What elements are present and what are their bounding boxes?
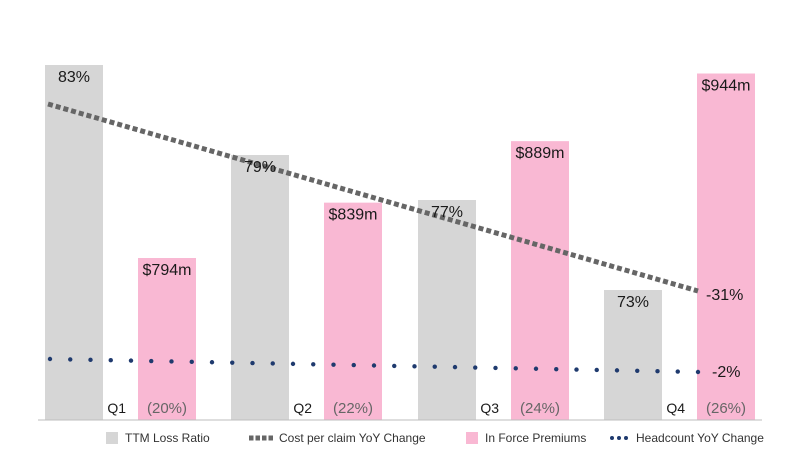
headcount-point bbox=[128, 358, 134, 363]
headcount-point bbox=[392, 363, 397, 369]
premium-label: $839m bbox=[329, 207, 378, 224]
loss-ratio-bar bbox=[231, 155, 289, 420]
headcount-point bbox=[614, 368, 620, 373]
premium-growth-label: (22%) bbox=[333, 400, 373, 417]
headcount-point bbox=[493, 365, 498, 371]
legend-swatch-cost-per-claim bbox=[262, 435, 267, 441]
headcount-point bbox=[412, 364, 417, 369]
headcount-point bbox=[250, 360, 255, 366]
headcount-point bbox=[594, 367, 599, 373]
loss-ratio-label: 79% bbox=[244, 159, 276, 176]
headcount-point bbox=[108, 358, 113, 363]
legend: TTM Loss Ratio Cost per claim YoY Change I… bbox=[106, 431, 764, 445]
cost-per-claim-end-label: -31% bbox=[706, 287, 743, 304]
premium-bar bbox=[697, 73, 755, 420]
headcount-point bbox=[574, 367, 579, 372]
headcount-point bbox=[189, 359, 194, 365]
loss-ratio-label: 83% bbox=[58, 69, 90, 86]
premium-label: $889m bbox=[516, 145, 565, 162]
headcount-point bbox=[513, 366, 518, 371]
headcount-point bbox=[554, 366, 559, 372]
legend-swatch-cost-per-claim bbox=[249, 435, 254, 441]
legend-swatch-loss-ratio bbox=[106, 432, 118, 444]
loss-ratio-label: 77% bbox=[431, 204, 463, 221]
headcount-point bbox=[68, 357, 73, 362]
category-label: Q1 bbox=[107, 400, 126, 416]
legend-swatch-cost-per-claim bbox=[268, 435, 273, 441]
headcount-point bbox=[351, 362, 356, 368]
headcount-point bbox=[149, 358, 154, 364]
legend-swatch-headcount bbox=[617, 436, 621, 440]
loss-ratio-bar bbox=[45, 65, 103, 420]
loss-ratio-bar bbox=[604, 290, 662, 420]
legend-label-headcount: Headcount YoY Change bbox=[636, 431, 764, 445]
headcount-point bbox=[473, 365, 478, 370]
loss-ratio-label: 73% bbox=[617, 294, 649, 311]
headcount-point bbox=[311, 362, 316, 367]
headcount-point bbox=[47, 356, 53, 362]
legend-swatch-headcount bbox=[610, 436, 614, 440]
headcount-point bbox=[270, 361, 275, 366]
category-label: Q4 bbox=[666, 400, 685, 416]
headcount-end-label: -2% bbox=[712, 364, 740, 381]
cost-per-claim-line bbox=[47, 101, 699, 294]
headcount-point bbox=[675, 369, 680, 374]
headcount-point bbox=[290, 361, 296, 367]
headcount-point bbox=[635, 368, 640, 373]
headcount-point bbox=[452, 364, 458, 370]
premium-label: $944m bbox=[702, 78, 751, 95]
loss-ratio-bar bbox=[418, 200, 476, 420]
headcount-point bbox=[432, 364, 437, 369]
premium-label: $794m bbox=[143, 262, 192, 279]
premium-growth-label: (24%) bbox=[520, 400, 560, 417]
premium-bar bbox=[324, 202, 382, 420]
lines-layer bbox=[47, 101, 701, 375]
legend-label-cost-per-claim: Cost per claim YoY Change bbox=[279, 431, 426, 445]
legend-swatch-headcount bbox=[624, 436, 628, 440]
headcount-point bbox=[230, 360, 235, 365]
category-label: Q3 bbox=[480, 400, 499, 416]
headcount-point bbox=[371, 363, 377, 368]
premium-bar bbox=[511, 141, 569, 420]
headcount-point bbox=[655, 368, 660, 374]
legend-swatch-premiums bbox=[466, 432, 478, 444]
labels-layer: 83% 79% 77% 73% $794m $839m $889m $944m Q1 Q2 Q3 Q4… bbox=[58, 69, 750, 417]
legend-label-loss-ratio: TTM Loss Ratio bbox=[125, 431, 210, 445]
headcount-point bbox=[331, 362, 336, 367]
headcount-point bbox=[695, 369, 701, 375]
legend-swatch-cost-per-claim bbox=[255, 435, 260, 441]
bars-layer bbox=[45, 65, 755, 420]
legend-label-premiums: In Force Premiums bbox=[485, 431, 586, 445]
headcount-point bbox=[533, 366, 539, 371]
premium-growth-label: (20%) bbox=[147, 400, 187, 417]
headcount-point bbox=[209, 360, 215, 365]
headcount-point bbox=[88, 357, 93, 363]
premium-growth-label: (26%) bbox=[706, 400, 746, 417]
category-label: Q2 bbox=[293, 400, 312, 416]
premium-bar bbox=[138, 258, 196, 420]
headcount-point bbox=[169, 359, 174, 364]
